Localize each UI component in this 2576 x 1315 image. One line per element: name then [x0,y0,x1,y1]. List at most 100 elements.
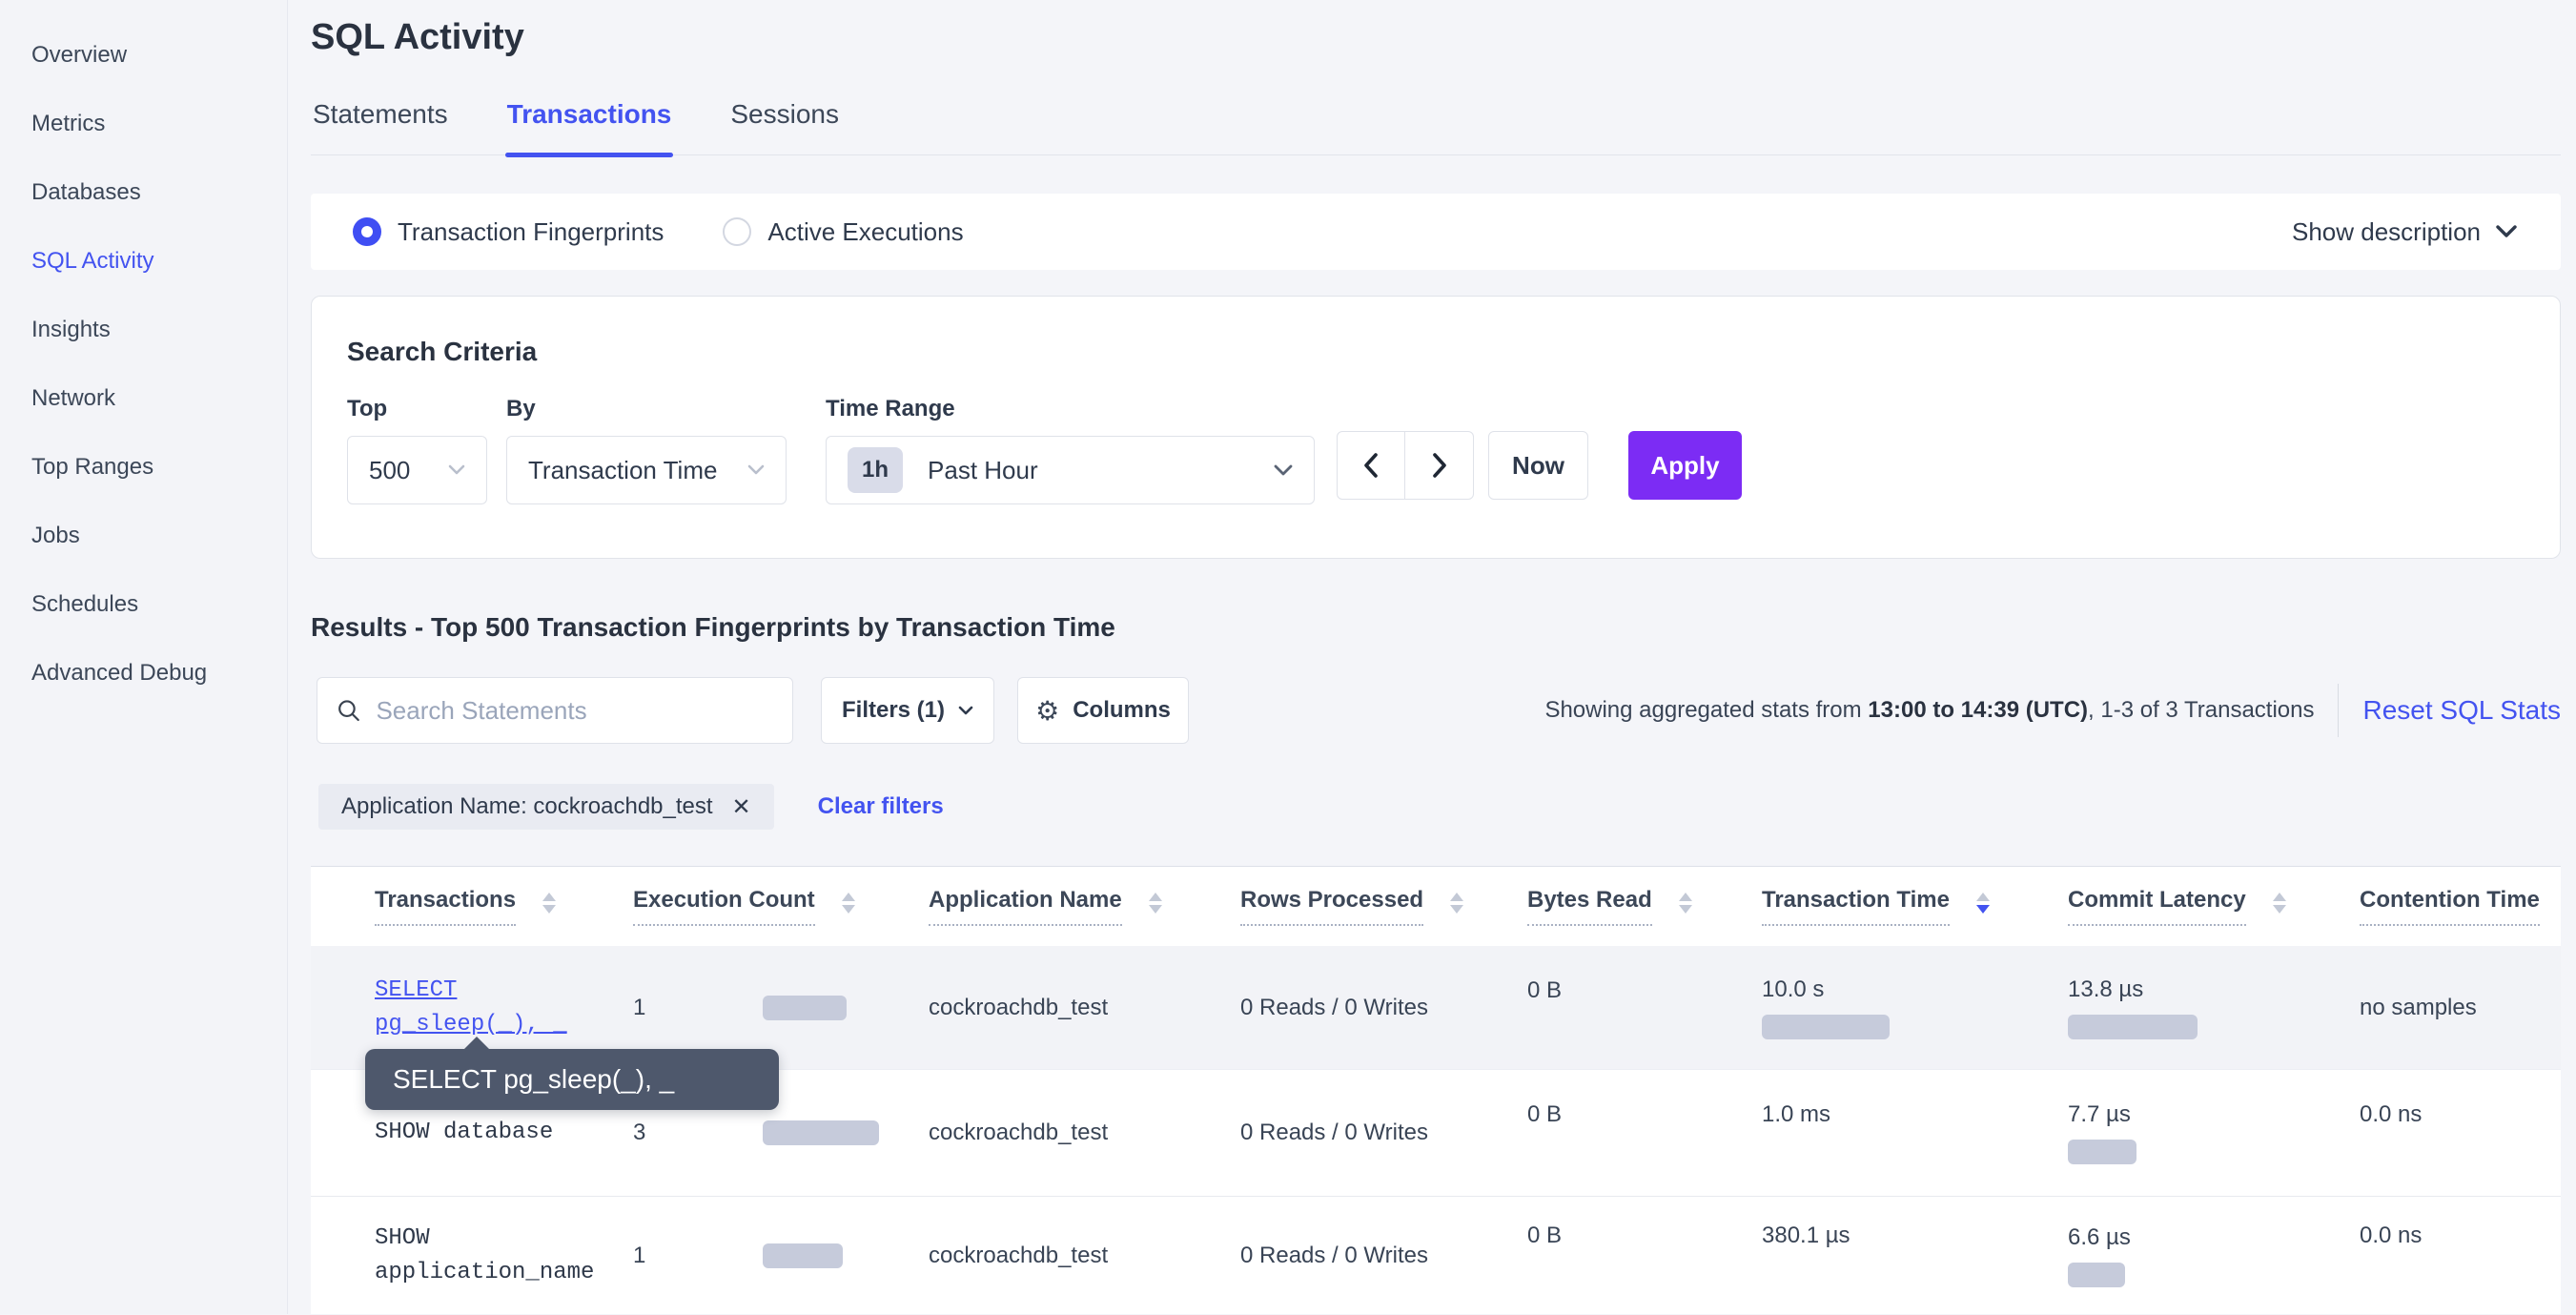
transaction-time-cell: 1.0 ms [1762,1101,1831,1127]
sidebar-item-schedules[interactable]: Schedules [0,570,287,639]
commit-latency-value: 13.8 µs [2068,976,2144,1002]
sidebar-item-databases[interactable]: Databases [0,158,287,227]
column-header-rows-processed[interactable]: Rows Processed [1240,887,1527,926]
execution-count-value: 1 [633,1243,646,1268]
show-description-label: Show description [2292,216,2481,246]
search-criteria-panel: Search Criteria Top 500 By Transaction T… [311,296,2561,559]
filters-label: Filters (1) [841,697,946,723]
sidebar-item-label: Top Ranges [31,454,154,480]
execution-count-bar [763,995,847,1020]
time-range-select[interactable]: 1h Past Hour [826,436,1315,504]
filter-chip-application-name[interactable]: Application Name: cockroachdb_test ✕ [318,784,774,830]
chevron-down-icon [2496,225,2517,237]
commit-latency-value: 6.6 µs [2068,1224,2131,1250]
time-range-pager [1337,431,1474,500]
column-header-bytes-read[interactable]: Bytes Read [1527,887,1762,926]
sort-icon-active-desc [1975,892,1990,914]
commit-latency-cell: 13.8 µs [2068,946,2360,1069]
sort-icon [2272,892,2286,914]
next-time-window-button[interactable] [1405,431,1474,500]
sidebar-item-network[interactable]: Network [0,364,287,433]
chevron-down-icon [448,464,465,475]
stats-area: Showing aggregated stats from 13:00 to 1… [1544,684,2561,737]
table-row: SELECT pg_sleep(_), _ 1 cockroachdb_test… [311,946,2561,1069]
transaction-time-bar [1762,1014,1890,1039]
rows-processed-cell: 0 Reads / 0 Writes [1240,1243,1428,1268]
execution-count-value: 3 [633,1120,646,1145]
time-range-field: Time Range 1h Past Hour [826,396,1315,504]
search-input[interactable] [376,695,773,726]
radio-transaction-fingerprints[interactable] [353,217,381,246]
commit-latency-bar [2068,1014,2198,1039]
sidebar-item-jobs[interactable]: Jobs [0,502,287,570]
reset-sql-stats-link[interactable]: Reset SQL Stats [2362,695,2562,725]
tab-label: Transactions [506,99,672,129]
bytes-read-cell: 0 B [1527,1101,1563,1127]
top-field: Top 500 [347,396,487,504]
column-header-transaction-time[interactable]: Transaction Time [1762,887,2068,926]
column-header-contention-time[interactable]: Contention Time [2360,887,2561,926]
commit-latency-value: 7.7 µs [2068,1101,2131,1127]
table-row: SHOW application_name 1 cockroachdb_test… [311,1196,2561,1315]
tab-transactions[interactable]: Transactions [504,99,674,157]
contention-time-cell: 0.0 ns [2360,1101,2423,1127]
results-heading: Results - Top 500 Transaction Fingerprin… [311,612,1115,642]
sidebar-item-label: Network [31,385,116,411]
by-select[interactable]: Transaction Time [506,436,787,504]
vertical-divider [2337,684,2339,737]
commit-latency-cell: 6.6 µs [2068,1197,2360,1315]
show-description-toggle[interactable]: Show description [2292,217,2517,247]
execution-count-cell: 3 [633,1070,929,1196]
sidebar-item-sql-activity[interactable]: SQL Activity [0,227,287,296]
sidebar-item-advanced-debug[interactable]: Advanced Debug [0,639,287,708]
top-select[interactable]: 500 [347,436,487,504]
chevron-down-icon [747,464,765,475]
top-select-value: 500 [369,455,411,484]
by-field: By Transaction Time [506,396,787,504]
table-row: SHOW database 3 cockroachdb_test 0 Reads… [311,1069,2561,1196]
tab-sessions[interactable]: Sessions [728,99,841,130]
transaction-fingerprint-link[interactable]: SELECT pg_sleep(_), _ [375,976,567,1038]
query-tooltip: SELECT pg_sleep(_), _ [365,1037,779,1110]
column-header-commit-latency[interactable]: Commit Latency [2068,887,2360,926]
commit-latency-bar [2068,1263,2125,1287]
sidebar-item-insights[interactable]: Insights [0,296,287,364]
clear-filters-link[interactable]: Clear filters [817,793,944,819]
columns-label: Columns [1073,697,1171,723]
filters-button[interactable]: Filters (1) [821,677,994,744]
columns-button[interactable]: ⚙ Columns [1017,677,1189,744]
apply-button[interactable]: Apply [1628,431,1742,500]
gear-icon: ⚙ [1035,694,1060,727]
commit-latency-cell: 7.7 µs [2068,1070,2360,1196]
search-criteria-title: Search Criteria [347,337,538,366]
column-header-transactions[interactable]: Transactions [375,887,633,926]
chevron-down-icon [958,706,973,714]
results-controls: Filters (1) ⚙ Columns Showing aggregated… [311,677,2561,744]
sidebar-item-overview[interactable]: Overview [0,21,287,90]
application-name-cell: cockroachdb_test [929,1120,1109,1145]
radio-active-executions[interactable] [723,217,752,246]
chevron-left-icon [1364,453,1378,478]
tab-statements[interactable]: Statements [311,99,450,130]
remove-filter-icon[interactable]: ✕ [731,793,751,820]
by-label: By [506,396,536,421]
sidebar-item-label: Advanced Debug [31,660,208,686]
main-content: SQL Activity Statements Transactions Ses… [288,0,2576,1314]
sidebar-item-label: Jobs [31,523,80,548]
column-header-execution-count[interactable]: Execution Count [633,887,929,926]
execution-count-bar [763,1243,843,1268]
tab-bar: Statements Transactions Sessions [311,99,2561,157]
column-header-application-name[interactable]: Application Name [929,887,1240,926]
table-header-row: Transactions Execution Count Application… [311,867,2561,946]
sidebar: Overview Metrics Databases SQL Activity … [0,0,288,1314]
transactions-table: Transactions Execution Count Application… [311,866,2561,1314]
sidebar-item-label: SQL Activity [31,248,154,274]
top-label: Top [347,396,388,421]
previous-time-window-button[interactable] [1337,431,1405,500]
sort-icon [841,892,855,914]
now-button[interactable]: Now [1488,431,1588,500]
execution-count-value: 1 [633,994,646,1020]
sidebar-item-metrics[interactable]: Metrics [0,90,287,158]
sidebar-item-top-ranges[interactable]: Top Ranges [0,433,287,502]
tab-label: Sessions [730,99,839,129]
